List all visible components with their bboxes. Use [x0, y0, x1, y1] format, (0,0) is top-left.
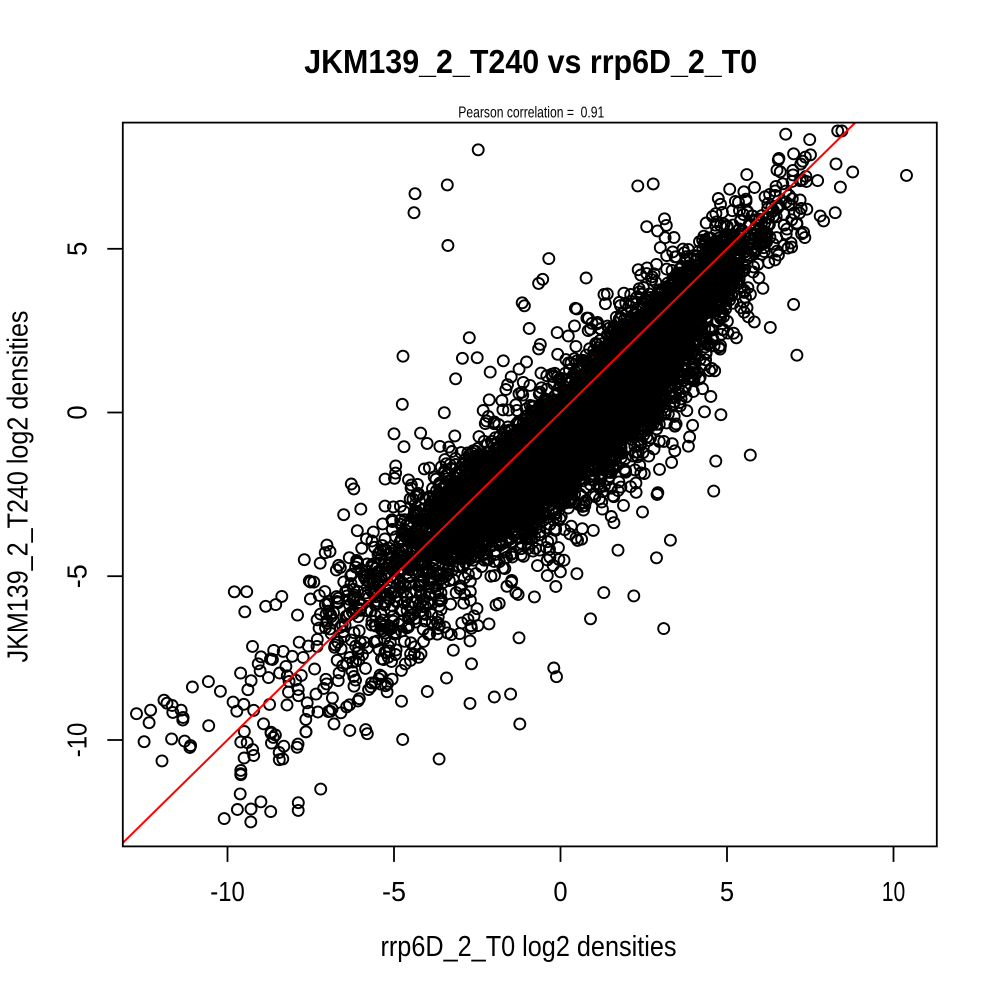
svg-text:Pearson correlation = 0.91: Pearson correlation = 0.91: [458, 105, 604, 122]
svg-text:0: 0: [62, 405, 93, 419]
svg-text:rrp6D_2_T0 log2 densities: rrp6D_2_T0 log2 densities: [381, 931, 677, 963]
svg-text:-10: -10: [210, 876, 245, 907]
svg-text:-5: -5: [62, 564, 93, 588]
svg-text:-10: -10: [62, 723, 93, 758]
svg-text:5: 5: [62, 242, 93, 256]
svg-text:-5: -5: [382, 876, 406, 907]
svg-text:10: 10: [882, 876, 906, 907]
svg-text:5: 5: [720, 876, 734, 907]
svg-text:JKM139_2_T240 log2 densities: JKM139_2_T240 log2 densities: [3, 311, 35, 663]
svg-text:0: 0: [553, 876, 567, 907]
svg-text:JKM139_2_T240 vs rrp6D_2_T0: JKM139_2_T240 vs rrp6D_2_T0: [304, 43, 757, 80]
